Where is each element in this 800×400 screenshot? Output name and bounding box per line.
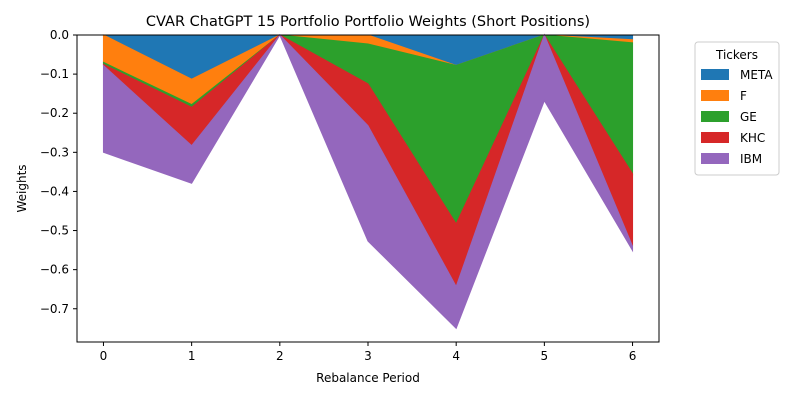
legend-label-ibm: IBM [740, 152, 762, 166]
legend-title: Tickers [715, 48, 758, 62]
legend-swatch-ge [701, 111, 729, 122]
y-tick-label: −0.4 [40, 184, 69, 198]
x-axis-ticks: 0 1 2 3 4 5 6 [100, 342, 637, 363]
legend-label-f: F [740, 89, 747, 103]
y-tick-label: −0.1 [40, 67, 69, 81]
x-tick-label: 2 [276, 349, 284, 363]
area-ibm [102, 33, 634, 330]
legend-swatch-meta [701, 69, 729, 80]
y-tick-label: −0.2 [40, 106, 69, 120]
legend: Tickers META F GE KHC IBM [694, 41, 780, 176]
legend-label-khc: KHC [740, 131, 765, 145]
x-tick-label: 6 [629, 349, 637, 363]
x-tick-label: 0 [100, 349, 108, 363]
legend-swatch-f [701, 90, 729, 101]
x-tick-label: 3 [364, 349, 372, 363]
x-tick-label: 4 [452, 349, 460, 363]
area-layers [102, 33, 634, 330]
y-tick-label: −0.6 [40, 263, 69, 277]
y-tick-label: −0.7 [40, 302, 69, 316]
plot-frame [76, 34, 660, 343]
y-axis-title: Weights [15, 164, 29, 212]
y-axis-ticks: 0.0 −0.1 −0.2 −0.3 −0.4 −0.5 −0.6 −0.7 [40, 28, 77, 316]
legend-label-meta: META [740, 68, 773, 82]
legend-label-ge: GE [740, 110, 757, 124]
y-tick-label: −0.3 [40, 145, 69, 159]
legend-swatch-ibm [701, 153, 729, 164]
x-axis-title: Rebalance Period [316, 371, 420, 385]
legend-swatch-khc [701, 132, 729, 143]
y-tick-label: −0.5 [40, 224, 69, 238]
y-tick-label: 0.0 [50, 28, 69, 42]
legend-items: META F GE KHC IBM [701, 68, 773, 166]
x-tick-label: 5 [541, 349, 549, 363]
x-tick-label: 1 [188, 349, 196, 363]
chart-title: CVAR ChatGPT 15 Portfolio Portfolio Weig… [146, 14, 590, 30]
